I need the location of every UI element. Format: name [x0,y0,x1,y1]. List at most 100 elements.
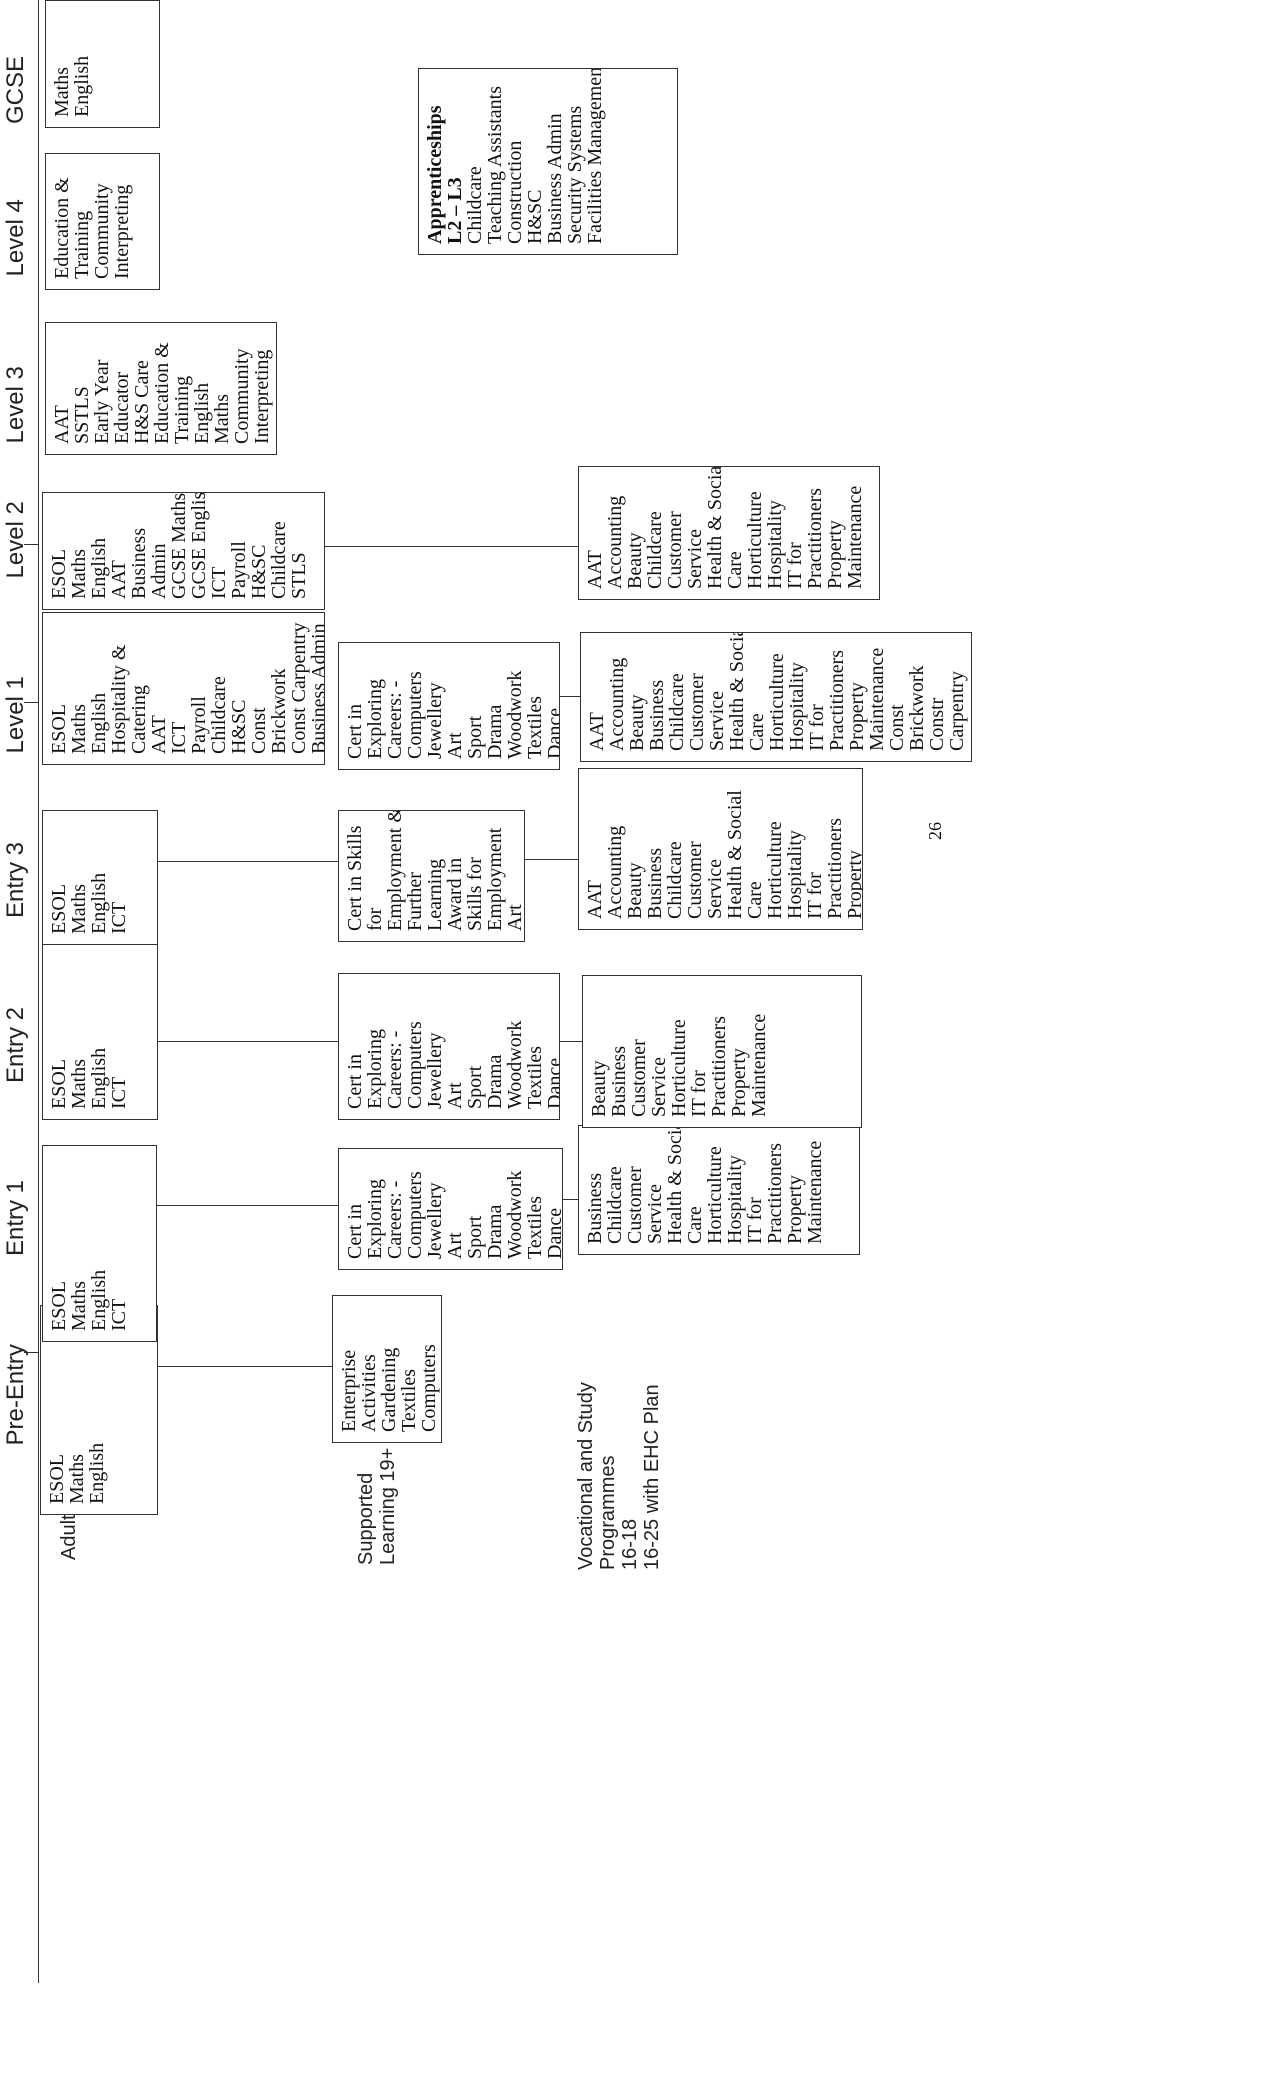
course-item: Accounting [604,495,626,589]
course-item: Drama [484,1204,506,1259]
course-item: Brickwork [906,665,928,751]
course-item: Hospitality [786,662,808,751]
course-item: ICT [168,721,190,754]
course-item: English [71,55,93,117]
course-item: Beauty [626,694,648,751]
course-item: Art [504,904,525,931]
course-item: Textiles [398,1368,420,1432]
course-item: Const [886,704,908,751]
course-item: ESOL [48,704,70,754]
course-item: Educator [111,371,133,444]
course-item: Interpreting [111,184,133,279]
course-item: Property [846,682,868,751]
apprenticeships-heading: Apprenticeships L2 – L3 [424,105,466,244]
course-item: Constr [926,697,948,751]
connector [325,546,578,547]
course-item: Carpentry [946,671,968,751]
course-item: Hospitality & [108,644,130,754]
course-item: English [88,537,110,599]
course-item: Cert in [344,1054,366,1109]
course-item: Payroll [228,541,250,599]
course-item: Care [746,713,768,751]
course-item: Sport [464,1065,486,1109]
course-item: Const [248,707,270,754]
course-item: ESOL [48,884,70,934]
course-item: Maths [66,1454,88,1504]
course-item: Practitioners [826,649,848,751]
connector [560,1041,582,1042]
course-item: Care [684,1206,706,1244]
course-item: Beauty [588,1060,610,1117]
course-item: Practitioners [764,1142,786,1244]
course-item: Childcare [208,676,230,754]
course-item: Training [71,210,93,279]
course-item: Property [784,1175,806,1244]
course-item: Careers: - [384,680,406,759]
course-item: Childcare [604,1166,626,1244]
course-item: Care [744,881,766,919]
course-item: Dance [544,1207,563,1259]
course-item: Property [824,520,846,589]
course-item: Award in [444,857,466,931]
vocational-entry2-box: Beauty Business Customer Service Horticultur… [582,975,862,1128]
level-label-level4: Level 4 [2,199,29,277]
course-item: Health & Social [704,466,726,589]
course-item: AAT [584,550,606,589]
course-item: Hospitality [764,500,786,589]
course-item: Customer [664,511,686,589]
course-item: Dance [544,707,560,759]
course-item: AAT [586,712,608,751]
course-item: Interpreting [251,349,273,444]
course-item: Jewellery [424,1032,446,1109]
course-item: ICT [108,901,130,934]
course-item: Childcare [666,673,688,751]
course-item: Brickwork [268,668,290,754]
supported-entry2-box: Cert in Exploring Careers: - Computers Jewel… [338,973,560,1120]
course-item: Jewellery [424,1182,446,1259]
course-item: Hospitality [724,1155,746,1244]
course-item: Maintenance [844,485,866,589]
course-item: IT for [784,542,806,589]
apprenticeship-item: Business Admin [544,113,566,244]
course-item: Service [648,1057,670,1117]
course-item: Maintenance [804,1140,826,1244]
course-item: Woodwork [504,670,526,759]
course-item: Hospitality [784,830,806,919]
course-item: Business [584,1172,606,1244]
level-label-gcse: GCSE [2,55,29,124]
level-label-level3: Level 3 [2,366,29,444]
course-item: Exploring [364,1029,386,1109]
course-item: Service [644,1184,666,1244]
connector [158,1366,332,1367]
vocational-level2-box: AAT Accounting Beauty Childcare Customer Serv… [578,466,880,600]
supported-pre-entry-box: Enterprise Activities Gardening Textiles Com… [332,1295,442,1443]
course-item: Early Year [91,359,113,444]
course-item: ESOL [46,1454,68,1504]
course-item: Accounting [604,825,626,919]
course-item: Horticulture [744,491,766,589]
course-item: AAT [584,880,606,919]
course-item: Business [608,1045,630,1117]
course-item: Business [646,679,668,751]
course-item: English [88,692,110,754]
course-item: Drama [484,704,506,759]
course-item: Business [644,847,666,919]
course-item: Textiles [524,1045,546,1109]
course-item: Community [231,348,253,444]
course-item: Sport [464,1215,486,1259]
course-item: English [88,1269,110,1331]
course-item: Care [724,551,746,589]
course-item: Health & Social [726,632,748,751]
course-item: STLS [288,552,310,599]
course-item: Maintenance [748,1013,770,1117]
course-item: Business Admin [308,623,325,754]
course-item: Maths [68,884,90,934]
course-item: Art [444,732,466,759]
course-item: Health & Social [664,1125,686,1244]
course-item: Careers: - [384,1030,406,1109]
course-item: Textiles [524,695,546,759]
course-item: Education & [51,177,73,279]
course-item: Customer [686,673,708,751]
course-item: Customer [684,841,706,919]
course-item: Service [706,691,728,751]
